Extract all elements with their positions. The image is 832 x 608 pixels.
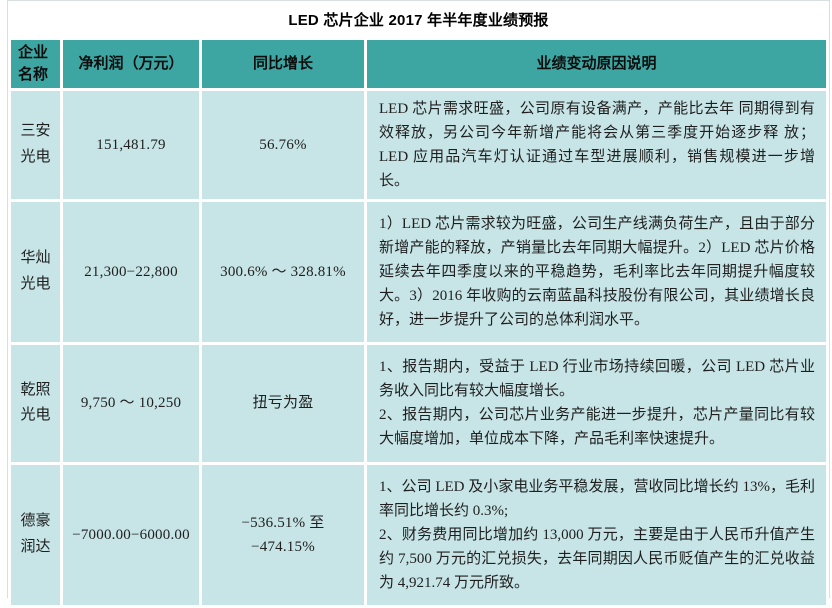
- yoy-growth-cell: 56.76%: [202, 90, 364, 199]
- col-header-reason: 业绩变动原因说明: [367, 40, 826, 88]
- net-profit-cell: −7000.00−6000.00: [63, 464, 199, 605]
- yoy-growth-cell: 300.6% ～ 328.81%: [202, 201, 364, 342]
- col-header-yoy-growth: 同比增长: [202, 40, 364, 88]
- net-profit-cell: 151,481.79: [63, 90, 199, 199]
- table-row: 乾照光电 9,750 ～ 10,250 扭亏为盈 1、报告期内，受益于 LED …: [11, 344, 826, 462]
- reason-cell: 1、报告期内，受益于 LED 行业市场持续回暖，公司 LED 芯片业务收入同比有…: [367, 344, 826, 462]
- performance-table: 企业名称 净利润（万元） 同比增长 业绩变动原因说明 三安光电 151,481.…: [8, 37, 829, 608]
- table-row: 德豪润达 −7000.00−6000.00 −536.51% 至 −474.15…: [11, 464, 826, 605]
- table-row: 华灿光电 21,300−22,800 300.6% ～ 328.81% 1）LE…: [11, 201, 826, 342]
- reason-cell: 1、公司 LED 及小家电业务平稳发展，营收同比增长约 13%，毛利率同比增长约…: [367, 464, 826, 605]
- company-name-cell: 德豪润达: [11, 464, 60, 605]
- yoy-growth-cell: −536.51% 至 −474.15%: [202, 464, 364, 605]
- header-row: 企业名称 净利润（万元） 同比增长 业绩变动原因说明: [11, 40, 826, 88]
- table-row: 三安光电 151,481.79 56.76% LED 芯片需求旺盛，公司原有设备…: [11, 90, 826, 199]
- report-document: LED 芯片企业 2017 年半年度业绩预报 企业名称 净利润（万元） 同比增长…: [7, 0, 830, 605]
- page-title: LED 芯片企业 2017 年半年度业绩预报: [288, 11, 549, 29]
- col-header-net-profit: 净利润（万元）: [63, 40, 199, 88]
- company-name-cell: 乾照光电: [11, 344, 60, 462]
- net-profit-cell: 9,750 ～ 10,250: [63, 344, 199, 462]
- net-profit-cell: 21,300−22,800: [63, 201, 199, 342]
- yoy-growth-cell: 扭亏为盈: [202, 344, 364, 462]
- company-name-cell: 三安光电: [11, 90, 60, 199]
- reason-cell: LED 芯片需求旺盛，公司原有设备满产，产能比去年 同期得到有效释放，另公司今年…: [367, 90, 826, 199]
- table-header: 企业名称 净利润（万元） 同比增长 业绩变动原因说明: [11, 40, 826, 88]
- col-header-company: 企业名称: [11, 40, 60, 88]
- table-body: 三安光电 151,481.79 56.76% LED 芯片需求旺盛，公司原有设备…: [11, 90, 826, 605]
- company-name-cell: 华灿光电: [11, 201, 60, 342]
- reason-cell: 1）LED 芯片需求较为旺盛，公司生产线满负荷生产，且由于部分新增产能的释放，产…: [367, 201, 826, 342]
